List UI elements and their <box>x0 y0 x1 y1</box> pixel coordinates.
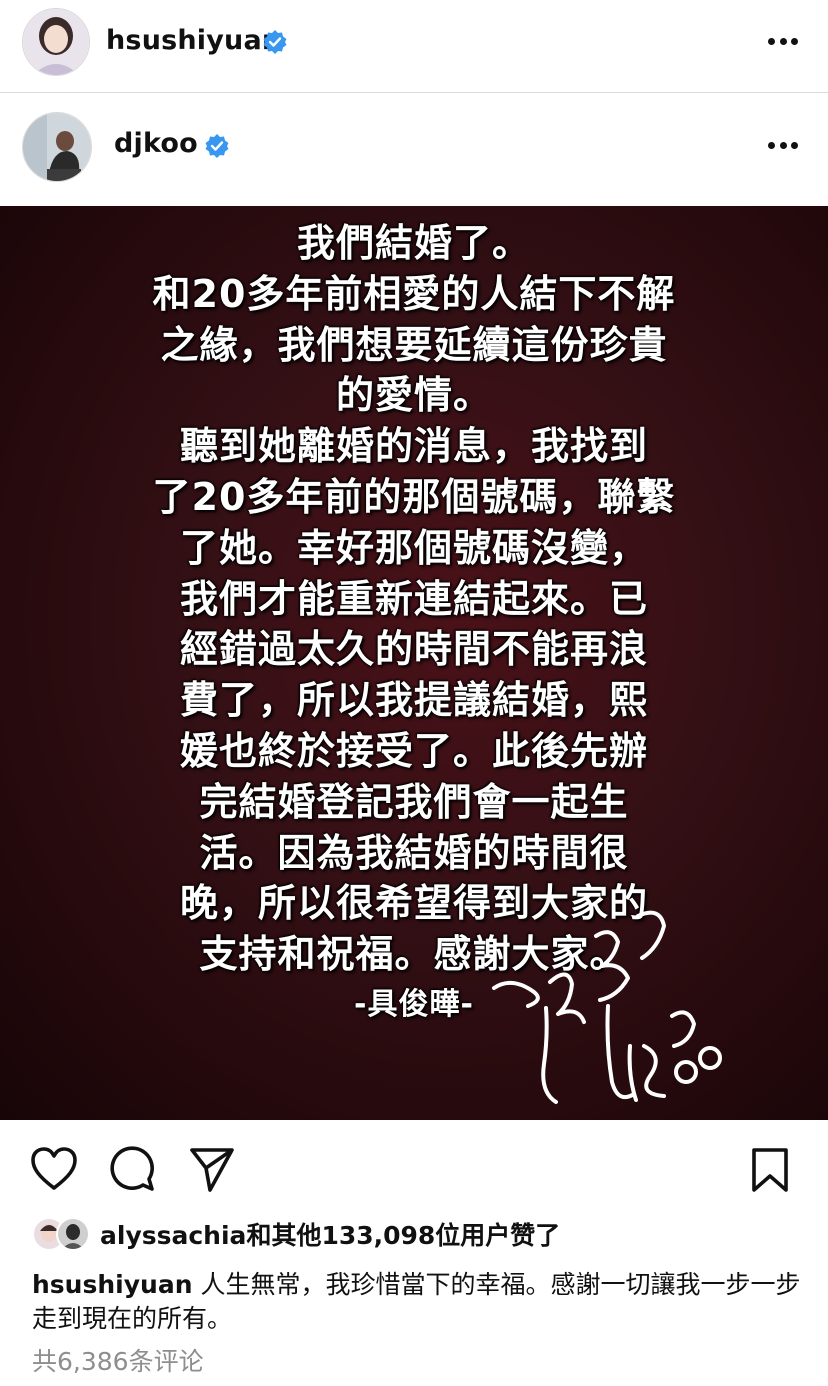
text-line: 晚，所以很希望得到大家的 <box>179 881 648 926</box>
text-line: 了20多年前的那個號碼，聯繫 <box>152 474 676 519</box>
comment-icon[interactable] <box>108 1146 156 1192</box>
view-comments-link[interactable]: 共6,386条评论 <box>32 1347 204 1376</box>
likes-row[interactable]: alyssachia和其他133,098位用户赞了 <box>32 1216 560 1252</box>
avatar[interactable] <box>22 8 90 76</box>
announcement-text: 我們結婚了。 和20多年前相愛的人結下不解 之緣，我們想要延續這份珍貴 的愛情。… <box>0 218 828 1031</box>
text-line: 完結婚登記我們會一起生 <box>199 779 629 824</box>
text-line: 活。因為我結婚的時間很 <box>199 830 629 875</box>
text-line: 媛也終於接受了。此後先辦 <box>179 728 648 773</box>
text-line: 我們結婚了。 <box>296 221 531 265</box>
caption: hsushiyuan 人生無常，我珍惜當下的幸福。感謝一切讓我一步一步走到現在的… <box>32 1268 802 1336</box>
reposted-username[interactable]: djkoo <box>114 128 198 159</box>
liker-avatar <box>56 1217 90 1251</box>
text-line: 我們才能重新連結起來。已 <box>179 576 648 621</box>
signature-name: -具俊曄- <box>354 986 474 1022</box>
reposted-header <box>0 96 828 200</box>
action-bar <box>0 1140 828 1200</box>
more-options-icon[interactable] <box>768 142 798 150</box>
caption-text: 人生無常，我珍惜當下的幸福。感謝一切讓我一步一步走到現在的所有。 <box>32 1270 801 1333</box>
text-line: 的愛情。 <box>335 373 492 418</box>
caption-username[interactable]: hsushiyuan <box>32 1270 193 1299</box>
more-options-icon[interactable] <box>768 38 798 46</box>
avatar[interactable] <box>22 112 92 182</box>
text-line: 之緣，我們想要延續這份珍貴 <box>160 322 668 367</box>
text-line: 費了，所以我提議結婚，熙 <box>179 678 648 723</box>
text-line: 和20多年前相愛的人結下不解 <box>152 271 676 316</box>
text-line: 了她。幸好那個號碼沒變， <box>179 525 648 570</box>
liker-username[interactable]: alyssachia <box>100 1221 247 1250</box>
heart-icon[interactable] <box>30 1146 78 1192</box>
text-line: 聽到她離婚的消息，我找到 <box>179 424 648 469</box>
handwritten-signature <box>492 910 722 1104</box>
text-line: 經錯過太久的時間不能再浪 <box>179 627 648 672</box>
bookmark-icon[interactable] <box>748 1146 792 1194</box>
verified-badge-icon <box>205 134 229 158</box>
send-icon[interactable] <box>188 1146 236 1192</box>
username[interactable]: hsushiyuan <box>106 25 282 56</box>
likes-count[interactable]: 和其他133,098位用户赞了 <box>246 1221 561 1250</box>
post-image[interactable]: 我們結婚了。 和20多年前相愛的人結下不解 之緣，我們想要延續這份珍貴 的愛情。… <box>0 206 828 1120</box>
post-header: hsushiyuan <box>0 0 828 93</box>
text-line: 支持和祝福。感謝大家。 <box>199 932 629 977</box>
verified-badge-icon <box>263 30 287 54</box>
